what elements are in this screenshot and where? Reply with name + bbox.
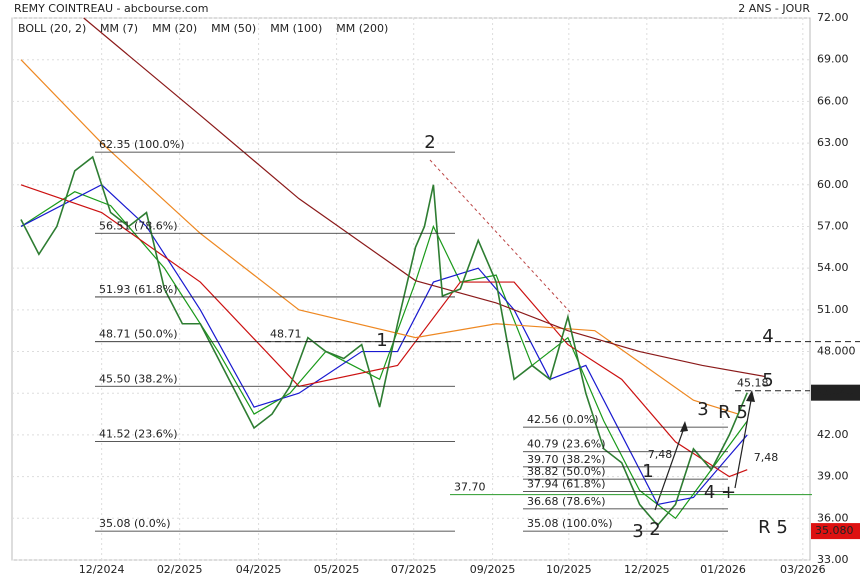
y-tick-label: 69.00 <box>817 53 849 66</box>
fib-label: 36.68 (78.6%) <box>527 495 606 508</box>
x-tick-label: 12/2025 <box>624 563 670 576</box>
fib-label: 39.70 (38.2%) <box>527 453 606 466</box>
annotation: 2 <box>424 132 435 153</box>
level-label: 37.70 <box>454 481 486 494</box>
x-tick-label: 01/2026 <box>700 563 746 576</box>
y-tick-label: 48.000 <box>817 345 856 358</box>
level-label: 48.71 <box>270 328 302 341</box>
fib-label: 40.79 (23.6%) <box>527 438 606 451</box>
annotation: 7,48 <box>754 451 779 464</box>
fib-label: 42.56 (0.0%) <box>527 413 599 426</box>
annotation: 1 <box>376 330 387 351</box>
fib-label: 48.71 (50.0%) <box>99 328 178 341</box>
x-tick-label: 07/2025 <box>391 563 437 576</box>
line <box>20 184 748 506</box>
annotation: 4 + <box>704 482 736 503</box>
annotation: R 5 <box>718 402 748 423</box>
price-tag <box>811 384 860 401</box>
chart-title: REMY COINTREAU - abcbourse.com <box>14 2 208 15</box>
annotation: 5 <box>762 370 773 391</box>
y-tick-label: 36.00 <box>817 511 849 524</box>
x-tick-label: 09/2025 <box>470 563 516 576</box>
fib-label: 51.93 (61.8%) <box>99 283 178 296</box>
y-tick-label: 33.00 <box>817 553 849 566</box>
y-tick-label: 39.00 <box>817 470 849 483</box>
y-tick-label: 57.00 <box>817 219 849 232</box>
fib-label: 35.08 (0.0%) <box>99 517 171 530</box>
legend-entry: MM (7) <box>100 22 138 35</box>
line <box>20 155 748 527</box>
annotation: R 5 <box>758 517 788 538</box>
fib-label: 45.50 (38.2%) <box>99 372 178 385</box>
line <box>20 184 748 478</box>
fib-label: 38.82 (50.0%) <box>527 465 606 478</box>
x-tick-label: 02/2025 <box>157 563 203 576</box>
y-tick-label: 72.00 <box>817 11 849 24</box>
indicator-label: BOLL (20, 2) <box>18 22 86 35</box>
annotation: 7,48 <box>648 448 673 461</box>
price-tag-label: 45.040 <box>815 386 854 399</box>
annotation: 3 <box>697 399 708 420</box>
arrows <box>429 159 755 511</box>
fib-label: 41.52 (23.6%) <box>99 428 178 441</box>
annotation: 4 <box>762 326 773 347</box>
y-tick-label: 60.00 <box>817 178 849 191</box>
x-tick-label: 05/2025 <box>314 563 360 576</box>
x-tick-label: 04/2025 <box>236 563 282 576</box>
price-tag-label: 35.080 <box>815 524 854 537</box>
y-tick-label: 66.00 <box>817 94 849 107</box>
x-tick-label: 10/2025 <box>546 563 592 576</box>
chart-subtitle: 2 ANS - JOUR <box>738 2 810 15</box>
y-tick-label: 54.00 <box>817 261 849 274</box>
plot-frame <box>11 17 811 561</box>
price-tag <box>811 523 860 540</box>
y-tick-label: 63.00 <box>817 136 849 149</box>
legend-entry: MM (50) <box>211 22 256 35</box>
x-tick-label: 03/2026 <box>780 563 826 576</box>
legend-entry: MM (200) <box>336 22 388 35</box>
y-tick-label: 42.00 <box>817 428 849 441</box>
y-tick-label: 51.00 <box>817 303 849 316</box>
x-tick-label: 12/2024 <box>79 563 125 576</box>
annotation: 1 <box>642 461 653 482</box>
legend-entry: MM (20) <box>152 22 197 35</box>
fib-label: 62.35 (100.0%) <box>99 138 185 151</box>
fib-label: 56.51 (78.6%) <box>99 219 178 232</box>
line <box>83 17 766 378</box>
legend-entry: MM (100) <box>270 22 322 35</box>
fib-label: 35.08 (100.0%) <box>527 517 613 530</box>
fib-label: 37.94 (61.8%) <box>527 477 606 490</box>
annotation: 3 <box>632 521 643 542</box>
annotation: 2 <box>649 519 660 540</box>
line <box>20 59 739 415</box>
level-label: 45.18 <box>737 377 769 390</box>
